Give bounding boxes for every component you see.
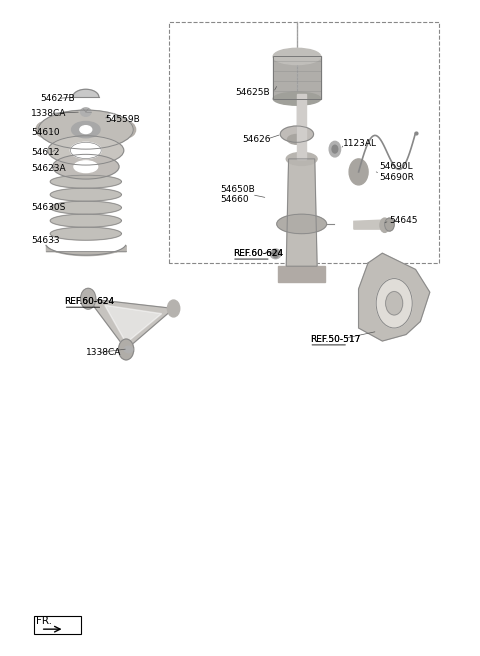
Ellipse shape — [117, 121, 136, 138]
Circle shape — [119, 339, 134, 360]
Ellipse shape — [270, 249, 281, 258]
Circle shape — [109, 113, 114, 120]
Text: 1338CA: 1338CA — [86, 348, 121, 358]
Ellipse shape — [36, 121, 55, 138]
Text: 1338CA: 1338CA — [31, 109, 67, 118]
Polygon shape — [278, 266, 325, 283]
Text: REF.60-624: REF.60-624 — [233, 249, 283, 258]
Polygon shape — [88, 298, 174, 350]
Ellipse shape — [53, 154, 119, 179]
Circle shape — [376, 279, 412, 328]
Ellipse shape — [71, 142, 101, 159]
Ellipse shape — [380, 218, 389, 232]
Text: 54633: 54633 — [31, 236, 60, 245]
Text: 54612: 54612 — [31, 148, 60, 157]
Text: 54645: 54645 — [389, 216, 418, 225]
Ellipse shape — [277, 214, 326, 234]
Polygon shape — [50, 227, 121, 240]
Text: FR.: FR. — [36, 616, 52, 626]
Text: 54630S: 54630S — [31, 203, 66, 212]
Polygon shape — [105, 305, 162, 343]
Text: 54559B: 54559B — [105, 115, 140, 125]
Ellipse shape — [273, 49, 321, 64]
Circle shape — [384, 218, 394, 231]
Text: 54623A: 54623A — [31, 164, 66, 173]
Ellipse shape — [108, 113, 116, 120]
Text: 54627B: 54627B — [41, 94, 75, 103]
Ellipse shape — [48, 136, 124, 165]
Ellipse shape — [273, 92, 321, 105]
Circle shape — [81, 289, 96, 309]
Ellipse shape — [288, 134, 306, 144]
Ellipse shape — [280, 126, 313, 142]
Text: 54610: 54610 — [31, 129, 60, 137]
Text: 54625B: 54625B — [235, 88, 270, 97]
Circle shape — [329, 141, 341, 157]
Text: 54690L
54690R: 54690L 54690R — [379, 162, 414, 182]
Polygon shape — [354, 220, 384, 229]
Text: REF.60-624: REF.60-624 — [233, 249, 283, 258]
Ellipse shape — [286, 152, 317, 165]
Ellipse shape — [74, 161, 97, 173]
Circle shape — [168, 300, 180, 317]
Text: REF.50-517: REF.50-517 — [310, 335, 360, 344]
Circle shape — [273, 250, 278, 258]
Circle shape — [385, 291, 403, 315]
Polygon shape — [50, 201, 121, 214]
Text: 54650B
54660: 54650B 54660 — [220, 185, 255, 205]
Polygon shape — [286, 159, 317, 266]
Ellipse shape — [81, 108, 91, 116]
Polygon shape — [359, 253, 430, 341]
Polygon shape — [73, 89, 99, 97]
Polygon shape — [50, 214, 121, 227]
Ellipse shape — [72, 121, 100, 138]
Text: REF.60-624: REF.60-624 — [64, 297, 115, 306]
Ellipse shape — [349, 159, 368, 185]
Ellipse shape — [80, 126, 92, 134]
Text: REF.60-624: REF.60-624 — [64, 297, 115, 306]
Text: 1123AL: 1123AL — [343, 140, 377, 148]
Polygon shape — [273, 56, 321, 98]
Ellipse shape — [38, 110, 133, 149]
Ellipse shape — [124, 346, 133, 353]
Circle shape — [332, 145, 338, 153]
Text: REF.50-517: REF.50-517 — [310, 335, 360, 344]
Polygon shape — [297, 94, 306, 159]
Polygon shape — [50, 188, 121, 201]
Polygon shape — [50, 175, 121, 188]
Text: 54626: 54626 — [242, 135, 271, 144]
